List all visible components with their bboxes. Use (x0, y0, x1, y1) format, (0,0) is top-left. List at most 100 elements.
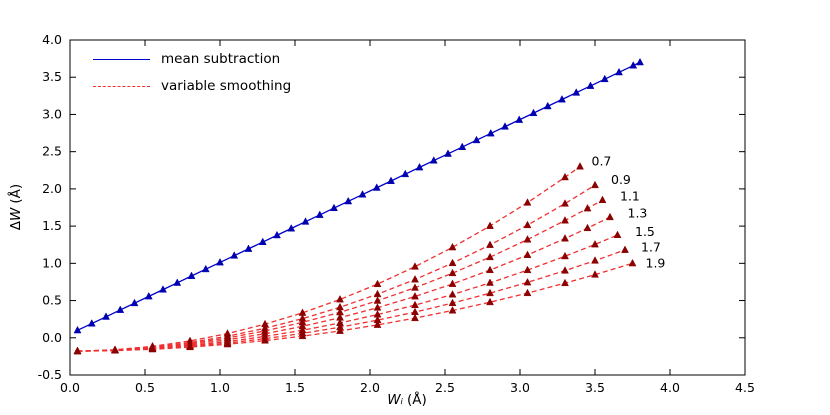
series-marker-triangle (583, 223, 592, 232)
series-marker-triangle (448, 306, 457, 314)
series-marker-triangle (523, 277, 532, 286)
series-marker-triangle (543, 101, 552, 110)
series-marker-triangle (401, 169, 410, 178)
y-tick-label: 4.0 (42, 32, 62, 47)
series-marker-triangle (315, 210, 324, 218)
series-marker-triangle (561, 216, 569, 224)
series-marker-triangle (523, 250, 532, 258)
series-marker-triangle (144, 291, 153, 300)
series-marker-triangle (411, 300, 419, 309)
series-marker-triangle (448, 268, 457, 277)
series-line (77, 199, 603, 352)
series-line (77, 234, 618, 352)
series-marker-triangle (159, 285, 167, 293)
series-marker-triangle (472, 135, 481, 144)
series-marker-triangle (561, 278, 569, 287)
series-marker-triangle (187, 271, 196, 279)
series-marker-triangle (501, 122, 509, 130)
series-marker-triangle (244, 244, 253, 252)
series-marker-triangle (448, 290, 457, 298)
series-marker-triangle (411, 283, 419, 291)
series-marker-triangle (301, 217, 310, 225)
series-mean-subtraction (73, 57, 644, 334)
series-marker-triangle (486, 128, 495, 137)
legend-label-mean-subtraction: mean subtraction (161, 50, 281, 67)
y-axis-label: ΔW (Å) (8, 184, 24, 230)
series-marker-triangle (201, 264, 210, 273)
series-marker-triangle (558, 95, 566, 103)
series-marker-triangle (561, 266, 569, 274)
series-variable-smoothing-1.9 (73, 258, 637, 355)
series-marker-triangle (561, 234, 569, 242)
series-marker-triangle (344, 196, 353, 205)
series-marker-triangle (583, 203, 592, 212)
series-line (77, 166, 581, 352)
series-marker-triangle (336, 326, 344, 334)
series-variable-smoothing-1.7 (73, 245, 629, 355)
series-marker-triangle (258, 237, 267, 245)
legend: mean subtraction variable smoothing (93, 46, 291, 100)
x-axis-label-unit: (Å) (406, 392, 427, 408)
series-marker-triangle (429, 156, 438, 164)
series-marker-triangle (230, 251, 239, 259)
series-marker-triangle (561, 172, 569, 181)
series-marker-triangle (223, 339, 232, 348)
series-marker-triangle (615, 67, 623, 76)
series-marker-triangle (572, 88, 581, 96)
y-tick-label: 2.0 (42, 181, 62, 196)
x-axis-label: Wᵢ (Å) (387, 392, 427, 408)
series-marker-triangle (613, 230, 622, 238)
series-marker-triangle (561, 199, 569, 207)
series-marker-triangle (486, 265, 494, 274)
y-axis-label-unit: (Å) (8, 183, 24, 204)
x-tick-label: 0.5 (135, 380, 155, 395)
series-marker-triangle (102, 312, 110, 320)
series-marker-triangle (636, 57, 644, 66)
series-variable-smoothing-1.3 (73, 212, 614, 355)
series-marker-triangle (373, 279, 382, 288)
series-marker-triangle (486, 278, 494, 286)
x-tick-label: 4.5 (735, 380, 755, 395)
series-marker-triangle (298, 331, 307, 340)
series-marker-triangle (591, 256, 599, 264)
series-marker-triangle (273, 230, 281, 239)
series-marker-triangle (87, 319, 96, 327)
curve-label-0.7: 0.7 (592, 153, 612, 168)
x-tick-label: 3.0 (510, 380, 530, 395)
series-marker-triangle (486, 288, 494, 297)
series-marker-triangle (515, 115, 524, 123)
series-marker-triangle (561, 251, 569, 260)
series-marker-triangle (591, 239, 599, 248)
series-marker-triangle (576, 162, 584, 170)
series-marker-triangle (523, 235, 532, 243)
series-line (77, 249, 626, 352)
series-marker-triangle (148, 344, 157, 353)
x-tick-label: 3.5 (585, 380, 605, 395)
x-tick-label: 2.0 (360, 380, 380, 395)
curve-label-1.5: 1.5 (635, 224, 655, 239)
series-marker-triangle (529, 108, 538, 117)
series-marker-triangle (448, 298, 457, 307)
series-marker-triangle (591, 270, 599, 278)
series-marker-triangle (486, 240, 494, 248)
series-marker-triangle (372, 183, 381, 191)
legend-solid-line-swatch (93, 59, 150, 60)
series-marker-triangle (387, 176, 395, 184)
y-tick-label: 1.5 (42, 218, 62, 233)
series-marker-triangle (116, 305, 125, 313)
series-marker-triangle (373, 289, 382, 298)
series-marker-triangle (330, 203, 338, 212)
x-tick-label: 2.5 (435, 380, 455, 395)
curve-label-1.9: 1.9 (646, 255, 666, 270)
series-marker-triangle (73, 325, 82, 334)
y-axis-label-delta: Δ (8, 220, 24, 231)
series-marker-triangle (261, 336, 269, 344)
curve-label-1.7: 1.7 (641, 240, 661, 255)
series-marker-triangle (73, 346, 82, 355)
series-marker-triangle (600, 74, 609, 83)
legend-dashed-line-swatch (93, 86, 150, 87)
series-marker-triangle (629, 61, 638, 69)
series-marker-triangle (358, 190, 367, 198)
series-marker-triangle (373, 320, 382, 328)
